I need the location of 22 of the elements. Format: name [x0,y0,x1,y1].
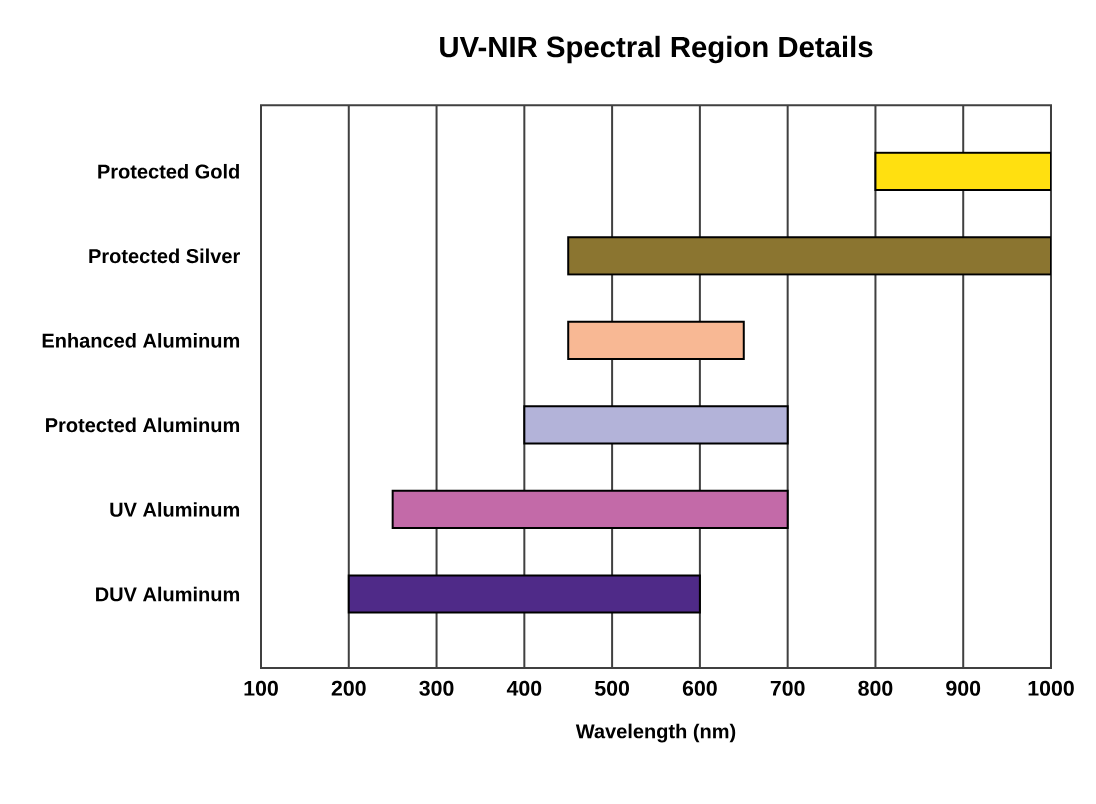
y-tick-label: Protected Aluminum [46,417,240,433]
y-tick-label: Protected Gold [98,163,239,179]
x-tick-label: 700 [770,680,805,696]
x-tick-label: 400 [506,680,542,696]
bar [523,405,789,445]
x-tick-label: 900 [946,680,981,696]
x-tick-label: 200 [331,680,366,696]
x-tick-label: 1000 [1028,680,1074,696]
bar [391,489,789,530]
bar [347,574,701,614]
x-tick-label: 800 [858,680,893,696]
y-tick-label: Enhanced Aluminum [42,333,240,348]
chart-title: UV-NIR Spectral Region Details [440,35,873,64]
bar [567,320,745,360]
x-tick-label: 100 [244,680,278,696]
y-tick-label: UV Aluminum [110,502,240,517]
x-tick-label: 300 [419,680,454,696]
x-axis-title: Wavelength (nm) [575,723,736,743]
x-tick-label: 600 [682,680,717,696]
x-tick-label: 500 [594,680,630,696]
y-tick-label: Protected Silver [89,248,240,264]
y-tick-label: DUV Aluminum [96,586,240,602]
